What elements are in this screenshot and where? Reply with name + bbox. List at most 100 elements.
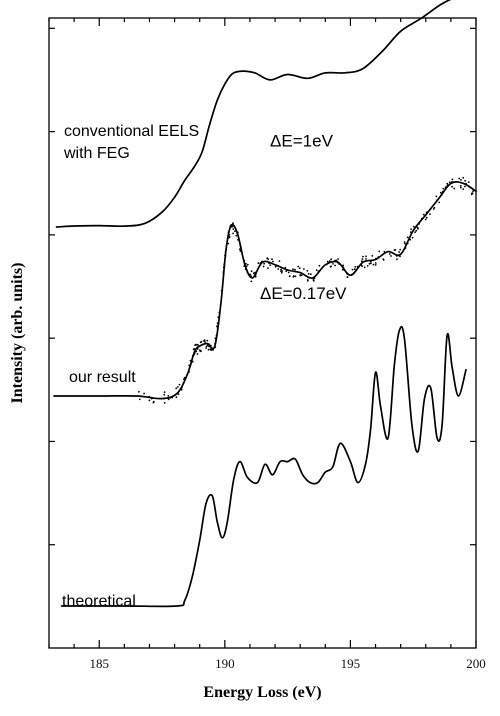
data-point bbox=[382, 258, 385, 260]
data-point bbox=[223, 263, 226, 266]
data-point bbox=[286, 269, 289, 271]
data-point bbox=[328, 260, 331, 262]
data-point bbox=[375, 257, 377, 260]
data-point bbox=[460, 179, 462, 181]
data-point bbox=[236, 231, 239, 234]
data-point bbox=[215, 334, 218, 337]
data-point bbox=[378, 250, 381, 253]
data-point bbox=[175, 396, 178, 399]
data-point bbox=[239, 248, 242, 251]
x-tick-label: 195 bbox=[341, 656, 361, 671]
data-point bbox=[244, 268, 247, 271]
plot-frame bbox=[48, 17, 477, 649]
data-point bbox=[411, 236, 414, 239]
data-point bbox=[188, 364, 191, 367]
data-point bbox=[337, 261, 340, 264]
data-point bbox=[196, 353, 199, 355]
data-point bbox=[377, 256, 380, 259]
data-point bbox=[436, 199, 439, 202]
data-point bbox=[397, 254, 399, 257]
data-point bbox=[209, 348, 212, 350]
series-label-0: conventional EELS with FEG bbox=[63, 123, 199, 162]
data-point bbox=[267, 267, 269, 269]
data-point bbox=[222, 273, 225, 276]
text-layer: 185 190 195 200 Energy Loss (eV) Intensity (a… bbox=[9, 123, 486, 701]
data-point bbox=[432, 208, 435, 210]
data-point bbox=[167, 398, 170, 401]
data-point bbox=[287, 271, 290, 274]
data-point bbox=[309, 273, 312, 276]
data-point bbox=[269, 264, 272, 266]
data-point bbox=[326, 260, 329, 263]
data-point bbox=[250, 270, 253, 273]
data-point bbox=[371, 255, 374, 257]
series-label-line: with FEG bbox=[63, 145, 130, 162]
data-point bbox=[208, 343, 211, 346]
data-point bbox=[239, 246, 242, 248]
data-point bbox=[224, 254, 226, 257]
data-point bbox=[307, 276, 309, 279]
x-tick-label: 185 bbox=[89, 656, 109, 671]
data-point bbox=[415, 225, 418, 228]
data-point bbox=[206, 339, 209, 342]
data-point bbox=[329, 265, 332, 268]
series-label-line: theoretical bbox=[62, 593, 136, 610]
data-point bbox=[372, 263, 375, 266]
data-point bbox=[307, 272, 310, 275]
data-point bbox=[285, 270, 288, 273]
data-point bbox=[222, 272, 225, 274]
data-point bbox=[459, 185, 462, 187]
data-point bbox=[420, 217, 423, 220]
data-point bbox=[394, 249, 397, 251]
data-point bbox=[365, 258, 367, 260]
data-point bbox=[191, 360, 194, 363]
data-point bbox=[228, 235, 231, 238]
data-point bbox=[409, 238, 412, 241]
data-point bbox=[341, 268, 344, 271]
data-point bbox=[232, 232, 235, 235]
data-point bbox=[374, 262, 377, 264]
data-point bbox=[262, 265, 265, 268]
data-point bbox=[418, 223, 420, 225]
data-point bbox=[403, 248, 406, 250]
data-point bbox=[267, 258, 270, 260]
data-point bbox=[234, 230, 236, 233]
data-point bbox=[350, 273, 353, 276]
data-point bbox=[191, 354, 194, 357]
data-point bbox=[150, 396, 152, 399]
data-point bbox=[412, 225, 415, 228]
data-point bbox=[229, 224, 232, 227]
data-point bbox=[277, 264, 279, 267]
series-label-line: our result bbox=[69, 369, 136, 386]
data-point bbox=[148, 399, 151, 402]
data-point bbox=[214, 337, 217, 340]
data-point bbox=[281, 270, 284, 272]
data-point bbox=[171, 396, 174, 399]
data-point bbox=[346, 272, 348, 275]
data-point bbox=[259, 262, 262, 264]
data-point bbox=[163, 402, 166, 404]
data-point bbox=[235, 234, 238, 237]
data-point bbox=[204, 341, 206, 343]
data-point bbox=[214, 346, 217, 349]
data-point bbox=[205, 345, 208, 348]
data-point bbox=[193, 348, 196, 350]
data-point bbox=[138, 398, 141, 401]
annotation-1: ΔE=0.17eV bbox=[260, 284, 347, 303]
data-point bbox=[196, 347, 199, 350]
data-point bbox=[163, 393, 166, 396]
data-point bbox=[263, 262, 265, 265]
data-point bbox=[442, 187, 445, 190]
data-point bbox=[318, 264, 321, 267]
data-point bbox=[334, 264, 336, 267]
data-point bbox=[232, 228, 235, 230]
data-point bbox=[460, 186, 462, 189]
data-point bbox=[404, 242, 406, 245]
data-point bbox=[209, 344, 212, 347]
data-point bbox=[351, 268, 354, 271]
data-point bbox=[429, 207, 432, 210]
data-point bbox=[138, 390, 140, 393]
data-point bbox=[220, 289, 223, 292]
data-point bbox=[467, 181, 470, 184]
